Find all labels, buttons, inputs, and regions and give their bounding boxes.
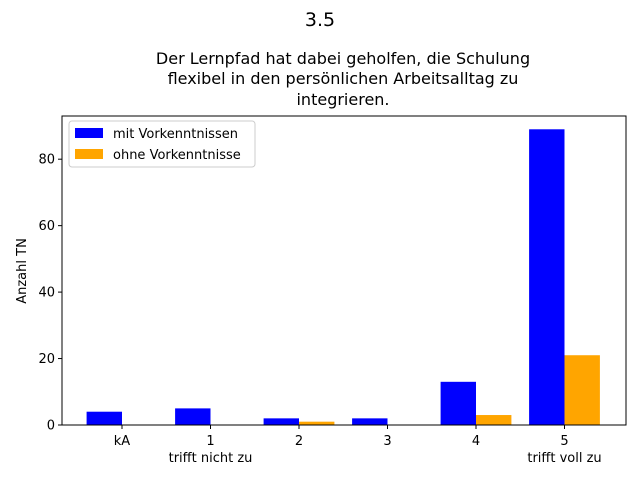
bar-mit-vorkenntnissen — [86, 411, 122, 425]
axes-layer: 0 20 40 60 80 kA 1 trifft nicht zu 2 3 4 5 trifft vo… — [38, 115, 627, 466]
chart-title-line: integrieren. — [296, 90, 389, 109]
y-tick-label: 0 — [47, 419, 55, 434]
bars-layer — [86, 129, 600, 425]
bar-mit-vorkenntnissen — [529, 129, 565, 425]
chart-suptitle: 3.5 — [305, 9, 335, 31]
y-axis-label: Anzahl TN — [15, 238, 30, 304]
y-tick-label: 60 — [38, 219, 55, 234]
x-tick-label: 3 — [383, 434, 391, 449]
chart-title-line: Der Lernpfad hat dabei geholfen, die Sch… — [156, 49, 530, 68]
chart-title-line: flexibel in den persönlichen Arbeitsallt… — [168, 69, 519, 88]
x-tick-sublabel: trifft nicht zu — [169, 451, 253, 466]
bar-mit-vorkenntnissen — [440, 381, 476, 425]
x-tick-label: kA — [114, 434, 131, 449]
plot-frame — [61, 115, 627, 426]
x-tick-label: 5 — [560, 434, 568, 449]
legend: mit Vorkenntnissen ohne Vorkenntnisse — [68, 120, 256, 168]
y-tick-label: 40 — [38, 286, 55, 301]
x-tick-label: 1 — [206, 434, 214, 449]
y-tick-label: 20 — [38, 352, 55, 367]
x-tick-label: 2 — [295, 434, 303, 449]
y-tick-label: 80 — [38, 153, 55, 168]
bar-ohne-vorkenntnisse — [299, 421, 335, 425]
legend-swatch — [75, 149, 103, 159]
bar-mit-vorkenntnissen — [263, 418, 299, 425]
legend-swatch — [75, 128, 103, 138]
legend-label: mit Vorkenntnissen — [113, 127, 238, 142]
legend-box — [68, 120, 256, 168]
chart-title: Der Lernpfad hat dabei geholfen, die Sch… — [156, 49, 530, 109]
x-tick-label: 4 — [472, 434, 480, 449]
legend-label: ohne Vorkenntnisse — [113, 148, 241, 163]
bar-ohne-vorkenntnisse — [476, 415, 512, 425]
bar-mit-vorkenntnissen — [352, 418, 388, 425]
bar-ohne-vorkenntnisse — [564, 355, 600, 425]
x-tick-sublabel: trifft voll zu — [527, 451, 601, 466]
bar-mit-vorkenntnissen — [175, 408, 211, 425]
